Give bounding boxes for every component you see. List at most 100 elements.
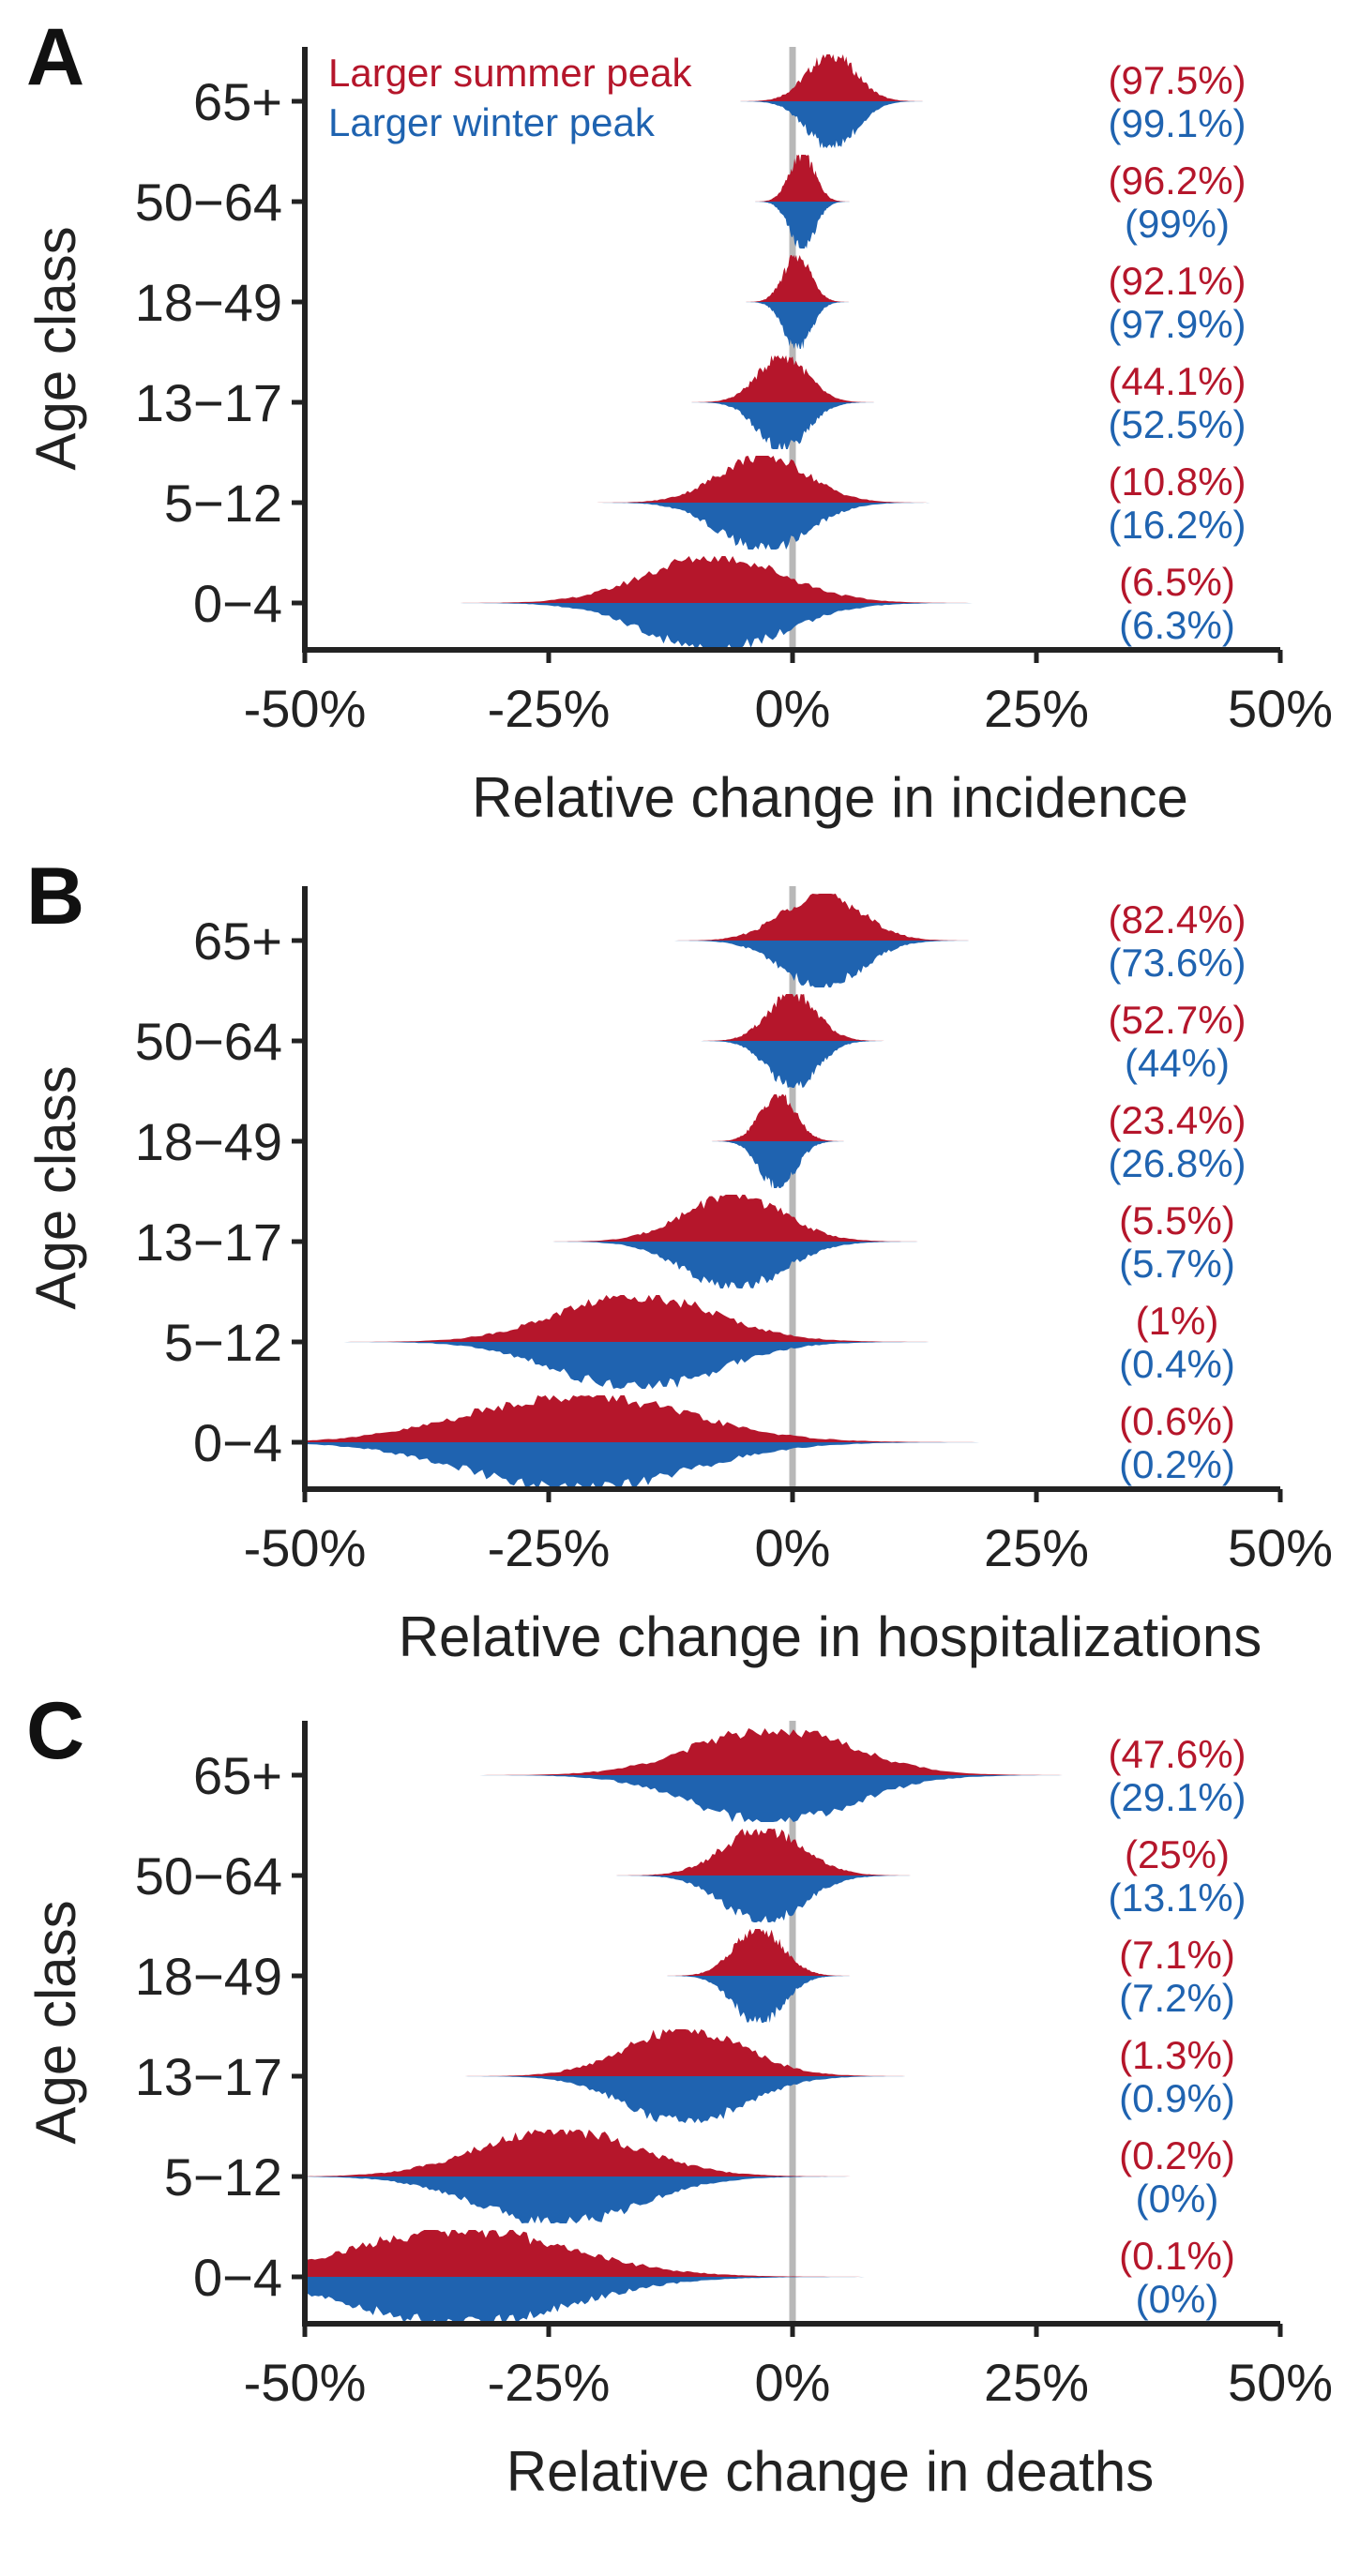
summer-percentage-label: (52.7%)	[1108, 998, 1246, 1042]
legend-summer-label: Larger summer peak	[328, 51, 692, 95]
panel-letter: B	[26, 851, 84, 942]
y-tick-label: 65+	[193, 911, 282, 971]
winter-percentage-label: (29.1%)	[1108, 1775, 1246, 1819]
y-tick-label: 13−17	[135, 2047, 282, 2106]
y-tick-label: 50−64	[135, 173, 282, 232]
summer-percentage-label: (25%)	[1125, 1832, 1230, 1876]
summer-percentage-label: (10.8%)	[1108, 459, 1246, 504]
winter-distribution-3	[602, 402, 963, 449]
winter-distribution-5	[305, 1442, 1173, 1489]
winter-percentage-label: (73.6%)	[1108, 941, 1246, 985]
summer-distribution-1	[509, 1829, 1018, 1876]
y-tick-label: 0−4	[193, 574, 282, 633]
x-tick-label: 25%	[984, 1518, 1089, 1577]
x-axis-title: Relative change in incidence	[472, 766, 1188, 829]
winter-distribution-0	[567, 941, 1076, 987]
summer-distribution-2	[671, 255, 925, 302]
x-axis-title: Relative change in deaths	[506, 2440, 1154, 2503]
x-tick-label: 50%	[1228, 1518, 1333, 1577]
summer-distribution-2	[578, 1929, 939, 1976]
summer-distribution-4	[305, 2130, 1007, 2177]
y-tick-label: 5−12	[164, 2147, 282, 2207]
winter-percentage-label: (16.2%)	[1108, 503, 1246, 547]
winter-percentage-label: (0%)	[1136, 2177, 1219, 2221]
panel-c: C 65+ (47.6%)(29.1%) 50−64 (25%)(13.1%) 18−49…	[24, 1686, 1333, 2503]
y-axis-title: Age class	[24, 1065, 87, 1309]
winter-percentage-label: (52.5%)	[1108, 402, 1246, 446]
summer-percentage-label: (97.5%)	[1108, 58, 1246, 102]
summer-percentage-label: (92.1%)	[1108, 259, 1246, 303]
winter-distribution-1	[509, 1876, 1018, 1922]
y-tick-label: 18−49	[135, 273, 282, 332]
winter-distribution-3	[334, 2076, 1036, 2123]
summer-percentage-label: (96.2%)	[1108, 158, 1246, 203]
winter-distribution-4	[305, 2177, 1007, 2223]
x-tick-label: -25%	[488, 1518, 611, 1577]
y-tick-label: 65+	[193, 72, 282, 131]
x-axis-title: Relative change in hospitalizations	[399, 1605, 1262, 1668]
winter-distribution-0	[651, 101, 1012, 148]
winter-distribution-5	[314, 603, 1115, 650]
winter-percentage-label: (99%)	[1125, 202, 1230, 246]
y-tick-label: 13−17	[135, 1213, 282, 1272]
y-axis-title: Age class	[24, 226, 87, 470]
panel-a: A 65+ (97.5%)(99.1%) 50−64 (96.2%)(99%) 18−49…	[24, 12, 1333, 829]
summer-distribution-0	[651, 54, 1012, 101]
summer-distribution-5	[305, 2230, 1056, 2277]
x-tick-label: 0%	[755, 2353, 831, 2412]
y-tick-label: 18−49	[135, 1112, 282, 1171]
legend-winter-label: Larger winter peak	[328, 100, 656, 144]
winter-percentage-label: (97.9%)	[1108, 302, 1246, 346]
summer-percentage-label: (44.1%)	[1108, 359, 1246, 403]
winter-distribution-4	[485, 503, 1042, 550]
winter-percentage-label: (0%)	[1136, 2277, 1219, 2321]
winter-percentage-label: (0.4%)	[1119, 1342, 1235, 1386]
winter-percentage-label: (0.2%)	[1119, 1442, 1235, 1486]
summer-distribution-5	[314, 556, 1115, 603]
summer-distribution-0	[324, 1728, 1222, 1775]
winter-distribution-2	[671, 302, 925, 349]
summer-distribution-3	[431, 1195, 1036, 1242]
x-tick-label: 50%	[1228, 2353, 1333, 2412]
y-tick-label: 65+	[193, 1746, 282, 1805]
y-tick-label: 0−4	[193, 1413, 282, 1472]
winter-distribution-3	[431, 1242, 1036, 1288]
winter-distribution-1	[680, 202, 925, 249]
y-tick-label: 5−12	[164, 474, 282, 533]
y-axis-title: Age class	[24, 1900, 87, 2144]
panel-b: B 65+ (82.4%)(73.6%) 50−64 (52.7%)(44%) 18−49…	[24, 851, 1333, 1668]
winter-percentage-label: (44%)	[1125, 1041, 1230, 1085]
summer-distribution-2	[631, 1094, 925, 1141]
summer-percentage-label: (6.5%)	[1119, 560, 1235, 604]
summer-percentage-label: (23.4%)	[1108, 1098, 1246, 1142]
summer-percentage-label: (0.1%)	[1119, 2234, 1235, 2278]
y-tick-label: 13−17	[135, 373, 282, 432]
winter-percentage-label: (0.9%)	[1119, 2076, 1235, 2120]
winter-distribution-5	[305, 2277, 1056, 2324]
panel-letter: A	[26, 12, 84, 102]
summer-distribution-4	[485, 456, 1042, 503]
summer-percentage-label: (47.6%)	[1108, 1732, 1246, 1776]
summer-distribution-3	[334, 2029, 1036, 2076]
winter-distribution-2	[631, 1141, 925, 1188]
winter-distribution-0	[324, 1775, 1222, 1822]
x-tick-label: -50%	[244, 2353, 367, 2412]
winter-distribution-2	[578, 1976, 939, 2023]
summer-percentage-label: (1%)	[1136, 1299, 1219, 1343]
summer-percentage-label: (5.5%)	[1119, 1198, 1235, 1243]
summer-distribution-1	[612, 994, 974, 1041]
winter-percentage-label: (13.1%)	[1108, 1876, 1246, 1920]
summer-distribution-1	[680, 155, 925, 202]
panel-letter: C	[26, 1686, 84, 1776]
x-tick-label: 0%	[755, 679, 831, 738]
winter-distribution-1	[612, 1041, 974, 1088]
winter-percentage-label: (26.8%)	[1108, 1141, 1246, 1185]
summer-percentage-label: (0.2%)	[1119, 2133, 1235, 2177]
summer-distribution-3	[602, 355, 963, 402]
summer-distribution-0	[567, 894, 1076, 941]
winter-percentage-label: (6.3%)	[1119, 603, 1235, 647]
y-tick-label: 50−64	[135, 1012, 282, 1071]
x-tick-label: -25%	[488, 2353, 611, 2412]
summer-distribution-5	[305, 1395, 1173, 1442]
